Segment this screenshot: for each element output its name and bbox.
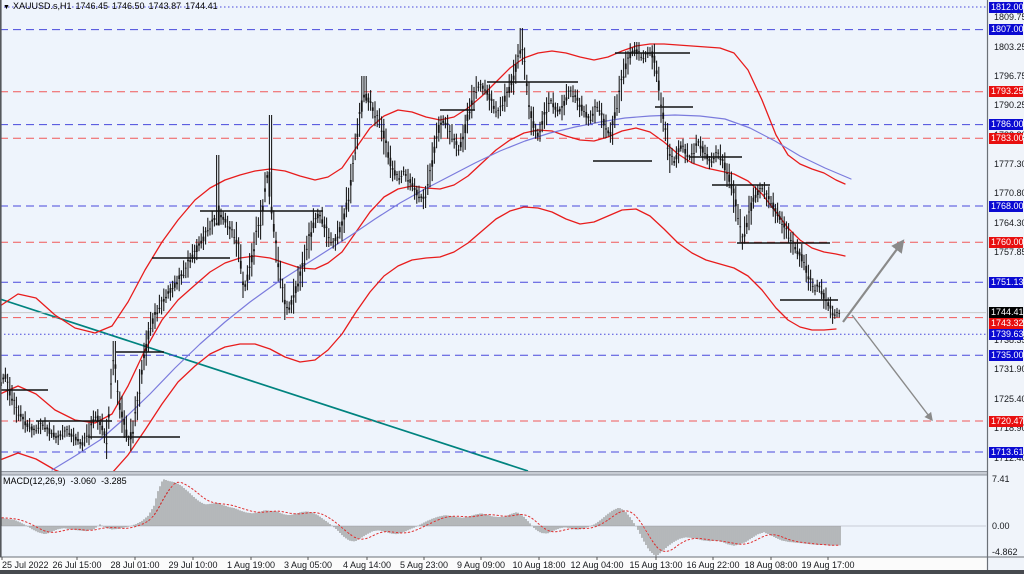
chart-canvas[interactable] xyxy=(0,0,1024,574)
trading-chart-window: ▼ XAUUSD.s,H1 1746.45 1746.50 1743.87 1744.41… xyxy=(0,0,1024,574)
